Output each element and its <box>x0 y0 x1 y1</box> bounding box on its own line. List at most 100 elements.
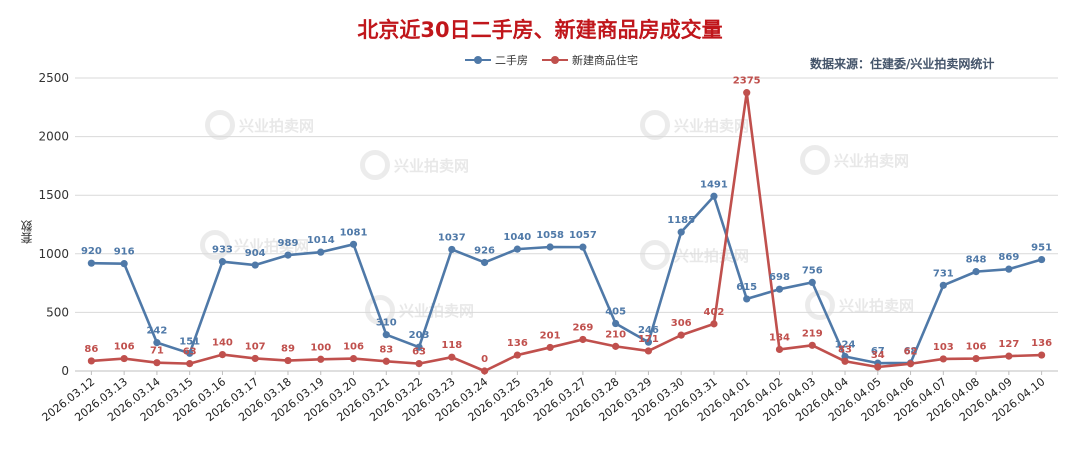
data-label: 219 <box>802 328 823 339</box>
data-point <box>710 193 717 200</box>
data-point <box>940 355 947 362</box>
data-point <box>972 355 979 362</box>
data-point <box>317 356 324 363</box>
data-label: 306 <box>671 318 692 329</box>
data-label: 1014 <box>307 235 335 246</box>
data-point <box>121 355 128 362</box>
data-point <box>317 249 324 256</box>
data-label: 698 <box>769 272 790 283</box>
data-label: 615 <box>736 282 757 293</box>
data-point <box>710 320 717 327</box>
y-tick-label: 2000 <box>38 130 69 144</box>
data-label: 184 <box>769 332 790 343</box>
data-point <box>874 363 881 370</box>
data-point <box>841 358 848 365</box>
data-label: 920 <box>81 246 102 257</box>
data-point <box>579 244 586 251</box>
data-label: 63 <box>183 347 197 358</box>
data-point <box>612 320 619 327</box>
data-point <box>514 246 521 253</box>
data-point <box>547 243 554 250</box>
data-point <box>350 241 357 248</box>
data-point <box>383 358 390 365</box>
data-label: 106 <box>343 342 364 353</box>
data-point <box>88 357 95 364</box>
data-label: 1037 <box>438 232 466 243</box>
data-point <box>1005 353 1012 360</box>
data-label: 171 <box>638 334 659 345</box>
data-label: 127 <box>998 339 1019 350</box>
data-point <box>678 229 685 236</box>
data-label: 1040 <box>503 232 531 243</box>
data-label: 269 <box>572 322 593 333</box>
data-point <box>350 355 357 362</box>
data-point <box>907 360 914 367</box>
data-point <box>252 261 259 268</box>
data-label: 100 <box>310 342 331 353</box>
data-label: 140 <box>212 338 233 349</box>
data-label: 869 <box>998 252 1019 263</box>
y-tick-label: 500 <box>46 305 69 319</box>
data-point <box>809 279 816 286</box>
data-point <box>383 331 390 338</box>
data-point <box>1005 266 1012 273</box>
data-point <box>186 360 193 367</box>
y-tick-label: 1000 <box>38 247 69 261</box>
data-point <box>88 260 95 267</box>
data-label: 848 <box>966 255 987 266</box>
data-point <box>743 89 750 96</box>
data-label: 951 <box>1031 243 1052 254</box>
data-label: 86 <box>84 344 98 355</box>
data-label: 201 <box>540 330 561 341</box>
data-label: 136 <box>507 338 528 349</box>
data-label: 1058 <box>536 230 564 241</box>
data-point <box>776 286 783 293</box>
data-point <box>612 343 619 350</box>
series-line-new <box>91 93 1041 371</box>
data-point <box>121 260 128 267</box>
data-label: 106 <box>114 342 135 353</box>
data-point <box>940 282 947 289</box>
data-point <box>776 346 783 353</box>
data-label: 933 <box>212 245 233 256</box>
data-point <box>252 355 259 362</box>
y-tick-label: 0 <box>61 364 69 378</box>
data-point <box>514 351 521 358</box>
data-point <box>678 332 685 339</box>
data-label: 0 <box>481 354 488 365</box>
data-label: 405 <box>605 307 626 318</box>
data-point <box>219 351 226 358</box>
data-label: 2375 <box>733 76 761 87</box>
data-label: 242 <box>146 326 167 337</box>
data-point <box>579 336 586 343</box>
data-point <box>743 295 750 302</box>
data-label: 1057 <box>569 230 597 241</box>
data-label: 926 <box>474 245 495 256</box>
data-point <box>448 246 455 253</box>
data-label: 118 <box>441 340 462 351</box>
data-label: 106 <box>966 342 987 353</box>
data-label: 904 <box>245 248 266 259</box>
data-point <box>219 258 226 265</box>
data-label: 107 <box>245 341 266 352</box>
data-point <box>645 347 652 354</box>
data-label: 34 <box>871 350 885 361</box>
data-label: 756 <box>802 265 823 276</box>
data-point <box>1038 351 1045 358</box>
data-point <box>284 357 291 364</box>
data-point <box>415 360 422 367</box>
y-tick-label: 1500 <box>38 188 69 202</box>
data-point <box>1038 256 1045 263</box>
series-line-resale <box>91 196 1041 363</box>
data-label: 210 <box>605 329 626 340</box>
data-point <box>284 251 291 258</box>
data-label: 203 <box>409 330 430 341</box>
y-tick-label: 2500 <box>38 71 69 85</box>
data-label: 83 <box>838 344 852 355</box>
data-point <box>972 268 979 275</box>
data-label: 989 <box>278 238 299 249</box>
data-label: 1491 <box>700 179 728 190</box>
data-label: 62 <box>904 347 918 358</box>
data-point <box>153 359 160 366</box>
